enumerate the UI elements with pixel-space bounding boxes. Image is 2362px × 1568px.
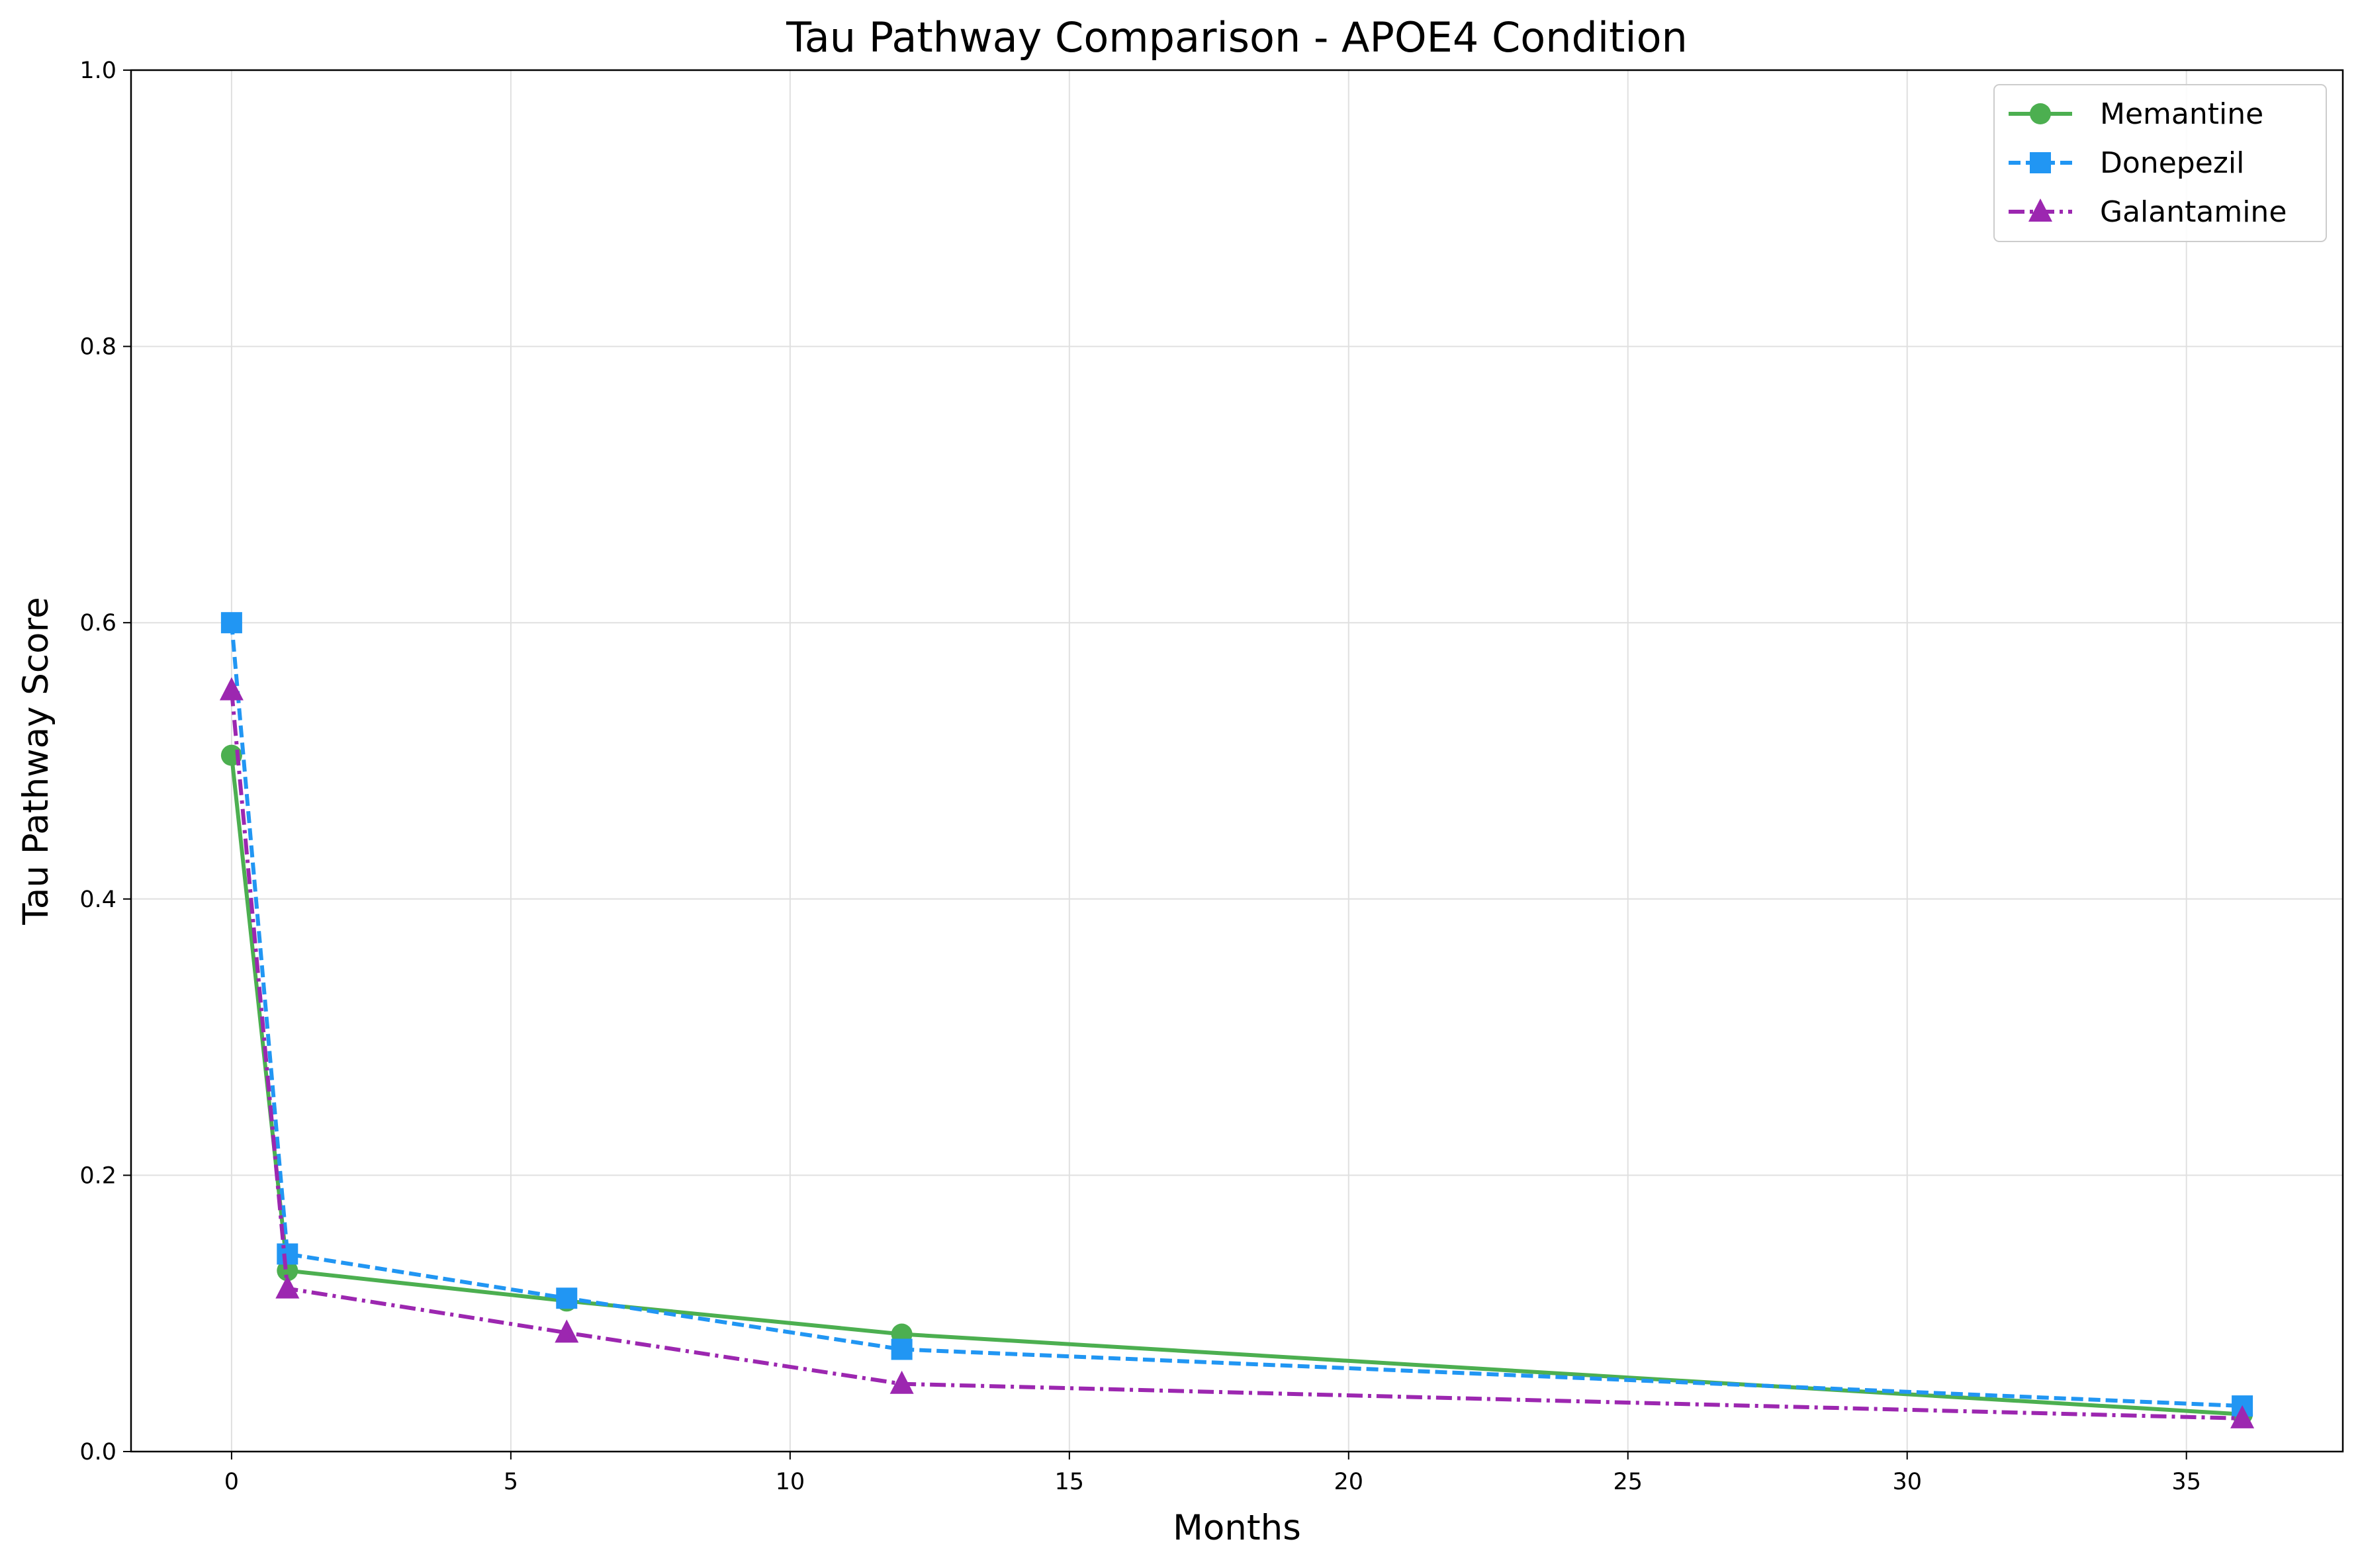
legend-item-galantamine: Galantamine xyxy=(2009,195,2287,229)
y-tick-label: 0.6 xyxy=(79,610,116,636)
grid-lines xyxy=(131,69,2343,1452)
donepezil-point xyxy=(220,612,242,634)
legend-box xyxy=(1993,84,2327,242)
legend-label: Donepezil xyxy=(2100,146,2244,180)
y-tick-label: 0.4 xyxy=(79,887,116,913)
legend-item-memantine: Memantine xyxy=(2009,97,2263,131)
x-tick-label: 35 xyxy=(2171,1469,2201,1495)
galantamine-point xyxy=(889,1370,914,1394)
donepezil-point xyxy=(556,1287,578,1309)
donepezil-line xyxy=(229,622,2243,1409)
series-donepezil xyxy=(220,612,2253,1417)
x-tick-label: 5 xyxy=(504,1469,518,1495)
series-memantine xyxy=(220,744,2253,1425)
galantamine-point xyxy=(219,677,244,701)
legend-label: Galantamine xyxy=(2100,195,2287,229)
plot-area-frame xyxy=(130,69,2344,1453)
memantine-point xyxy=(277,1260,298,1282)
x-axis-label: Months xyxy=(1173,1508,1301,1548)
legend-swatch-marker xyxy=(2030,152,2051,173)
x-tick-label: 20 xyxy=(1334,1469,1364,1495)
y-tick-label: 0.2 xyxy=(79,1162,116,1189)
legend: Memantine Donepezil Galantamine xyxy=(1993,84,2327,242)
y-tick-label: 1.0 xyxy=(79,58,116,84)
x-tick-label: 0 xyxy=(224,1469,239,1495)
y-tick-label: 0.0 xyxy=(79,1439,116,1465)
donepezil-point xyxy=(891,1338,913,1360)
galantamine-point xyxy=(555,1319,579,1343)
memantine-line xyxy=(229,755,2243,1416)
y-tick-label: 0.8 xyxy=(79,334,116,361)
x-tick-label: 30 xyxy=(1892,1469,1922,1495)
galantamine-point xyxy=(275,1275,300,1299)
legend-swatch-marker xyxy=(2028,198,2052,222)
series-layer xyxy=(219,612,2255,1428)
galantamine-line xyxy=(229,690,2243,1420)
legend-item-donepezil: Donepezil xyxy=(2009,146,2244,180)
legend-label: Memantine xyxy=(2100,97,2263,131)
x-tick-label: 15 xyxy=(1055,1469,1085,1495)
legend-swatch-marker xyxy=(2030,103,2051,124)
series-galantamine xyxy=(219,677,2255,1428)
galantamine-point xyxy=(2230,1405,2255,1428)
x-tick-label: 25 xyxy=(1613,1469,1643,1495)
axis-ticks: 0 5 10 15 20 25 30 35 0.0 0.2 0.4 0.6 0.8 1.0 xyxy=(79,58,2201,1495)
chart-title: Tau Pathway Comparison - APOE4 Condition xyxy=(786,13,1688,62)
x-tick-label: 10 xyxy=(776,1469,805,1495)
donepezil-point xyxy=(277,1243,298,1265)
y-axis-label: Tau Pathway Score xyxy=(16,597,56,925)
